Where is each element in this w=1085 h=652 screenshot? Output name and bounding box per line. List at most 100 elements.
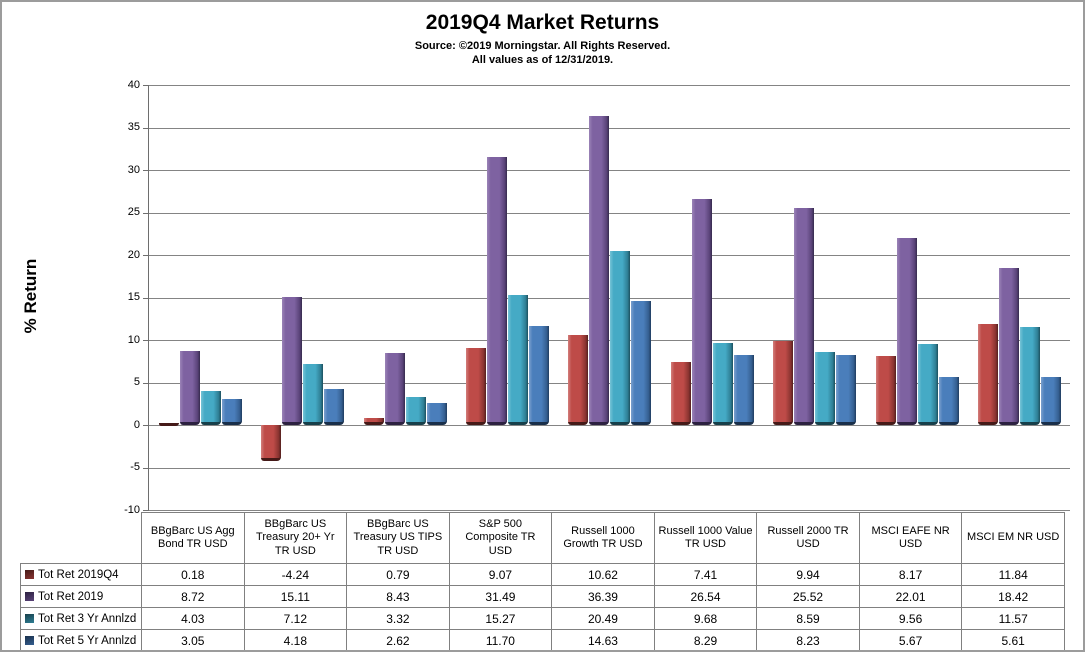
y-axis-tick-label: 30	[127, 163, 140, 176]
value-cell: 3.32	[346, 607, 450, 630]
y-axis-tick	[143, 297, 149, 299]
bar-tot-ret-5-yr-annlzd-9	[1041, 377, 1062, 425]
series-label-cell: Tot Ret 2019Q4	[20, 563, 142, 586]
bar-tot-ret-3-yr-annlzd-1	[200, 390, 221, 425]
value-cell: 7.41	[653, 563, 758, 586]
bar-tot-ret-3-yr-annlzd-7	[815, 351, 836, 425]
bar-tot-ret-3-yr-annlzd-3	[405, 396, 426, 425]
series-label: Tot Ret 3 Yr Annlzd	[38, 612, 137, 625]
value-cell: 31.49	[448, 585, 553, 608]
bar-tot-ret-2019q4-7	[773, 340, 794, 425]
bar-group-7	[764, 85, 866, 510]
series-label-cell: Tot Ret 3 Yr Annlzd	[20, 607, 142, 630]
bar-tot-ret-2019-2	[282, 296, 303, 425]
value-cell: 8.59	[756, 607, 860, 630]
value-cell: 9.68	[653, 607, 758, 630]
value-cell: 8.43	[346, 585, 450, 608]
category-header-7: Russell 2000 TR USD	[756, 512, 860, 564]
y-axis-tick	[143, 127, 149, 129]
y-axis-title: % Return	[21, 258, 40, 334]
value-cell: 5.67	[858, 629, 963, 650]
bar-tot-ret-3-yr-annlzd-2	[303, 364, 324, 425]
gridline--5	[149, 467, 1070, 469]
table-row: Tot Ret 2019Q4 0.18 -4.24 0.79 9.07 10.62 7.41…	[20, 563, 1065, 586]
value-cell: 7.12	[243, 607, 348, 630]
bar-tot-ret-2019q4-1	[158, 423, 179, 427]
series-label: Tot Ret 5 Yr Annlzd	[38, 634, 137, 647]
series-label-cell: Tot Ret 5 Yr Annlzd	[20, 629, 142, 650]
value-cell: 11.57	[961, 607, 1065, 630]
gridline-5	[149, 382, 1070, 384]
y-axis-tick	[143, 170, 149, 171]
bar-tot-ret-2019q4-3	[363, 418, 384, 425]
legend-key-icon	[25, 591, 34, 601]
bar-tot-ret-5-yr-annlzd-8	[938, 376, 959, 425]
value-cell: 20.49	[551, 607, 655, 630]
bar-tot-ret-5-yr-annlzd-1	[221, 399, 242, 425]
value-cell: 15.11	[243, 585, 348, 608]
value-cell: 4.18	[243, 629, 348, 650]
chart-title: 2019Q4 Market Returns	[425, 11, 660, 34]
gridline-15	[149, 297, 1070, 299]
series-label: Tot Ret 2019	[38, 590, 104, 603]
gridline-30	[149, 170, 1070, 171]
value-cell: 0.18	[141, 563, 245, 586]
category-header-8: MSCI EAFE NR USD	[858, 512, 963, 564]
value-cell: 8.17	[858, 563, 963, 586]
y-axis-tick	[143, 255, 149, 256]
table-corner-cell	[21, 513, 142, 564]
bar-tot-ret-5-yr-annlzd-2	[324, 389, 345, 425]
table-row: Tot Ret 5 Yr Annlzd 3.05 4.18 2.62 11.70 14.6…	[20, 629, 1065, 650]
category-header-1: BBgBarc US Agg Bond TR USD	[141, 512, 245, 564]
bar-tot-ret-3-yr-annlzd-5	[610, 250, 631, 425]
bar-tot-ret-5-yr-annlzd-4	[529, 325, 550, 425]
bar-tot-ret-5-yr-annlzd-3	[426, 402, 447, 425]
table-row: Tot Ret 3 Yr Annlzd 4.03 7.12 3.32 15.27 20.4…	[20, 607, 1065, 630]
y-axis-tick-label: 15	[127, 291, 140, 303]
category-header-2: BBgBarc US Treasury 20+ Yr TR USD	[243, 512, 348, 564]
category-header-9: MSCI EM NR USD	[961, 512, 1065, 564]
value-cell: 4.03	[141, 607, 245, 630]
value-cell: 22.01	[858, 585, 963, 608]
value-cell: 0.79	[346, 563, 450, 586]
gridline--10	[149, 510, 1070, 511]
y-axis-tick	[143, 510, 149, 511]
bar-tot-ret-2019-6	[691, 199, 712, 425]
bar-group-2	[251, 85, 353, 510]
category-header-4: S&P 500 Composite TR USD	[448, 512, 553, 564]
gridline-0	[149, 425, 1070, 426]
bar-tot-ret-5-yr-annlzd-6	[733, 354, 754, 425]
gridline-10	[149, 340, 1070, 341]
value-cell: 8.29	[653, 629, 758, 650]
y-axis-tick	[143, 340, 149, 341]
plot-area	[148, 85, 1071, 511]
bar-tot-ret-2019q4-4	[466, 347, 487, 425]
value-cell: 11.84	[961, 563, 1065, 586]
value-cell: 3.05	[141, 629, 245, 650]
gridline-35	[149, 127, 1070, 129]
y-axis-tick-label: 35	[127, 121, 140, 133]
value-cell: 14.63	[551, 629, 655, 650]
bar-group-9	[969, 85, 1071, 510]
value-cell: 9.07	[448, 563, 553, 586]
bar-tot-ret-3-yr-annlzd-9	[1020, 326, 1041, 425]
value-cell: 18.42	[961, 585, 1065, 608]
value-cell: 2.62	[346, 629, 450, 650]
y-axis-tick-label: 20	[127, 248, 140, 261]
y-axis-tick	[143, 467, 149, 469]
value-cell: 10.62	[551, 563, 655, 586]
category-header-5: Russell 1000 Growth TR USD	[551, 512, 655, 564]
bar-group-5	[559, 85, 661, 510]
bar-tot-ret-2019-3	[384, 353, 405, 425]
bar-group-8	[866, 85, 968, 510]
value-cell: 9.94	[756, 563, 860, 586]
gridline-25	[149, 212, 1070, 214]
bar-tot-ret-2019-1	[179, 350, 200, 425]
value-cell: 8.72	[141, 585, 245, 608]
value-cell: 15.27	[448, 607, 553, 630]
gridline-20	[149, 255, 1070, 256]
y-axis-tick-label: 40	[127, 78, 140, 91]
series-label-cell: Tot Ret 2019	[20, 585, 142, 608]
value-cell: 26.54	[653, 585, 758, 608]
